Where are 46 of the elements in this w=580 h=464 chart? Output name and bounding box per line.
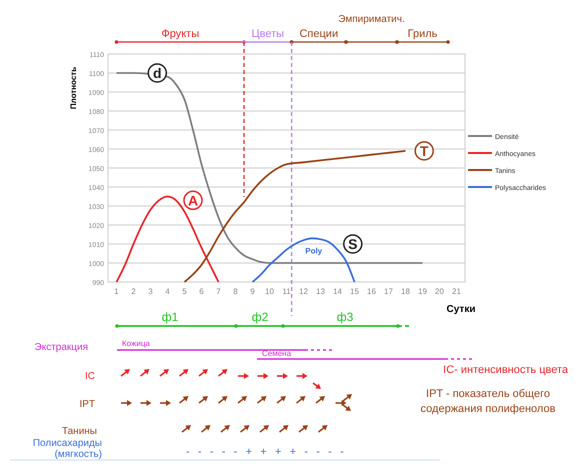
text: ф1 <box>162 310 179 324</box>
text: Гриль <box>408 28 438 40</box>
x-tick-label: 20 <box>435 287 444 296</box>
x-tick-label: 15 <box>350 287 360 296</box>
x-tick-label: 2 <box>131 287 136 296</box>
x-tick-label: 4 <box>165 287 170 296</box>
x-tick-label: 13 <box>316 287 326 296</box>
x-tick-label: 6 <box>199 287 204 296</box>
annotation: d <box>153 65 162 81</box>
text: Кожица <box>122 339 150 348</box>
x-tick-label: 14 <box>333 287 342 296</box>
x-tick-label: 17 <box>384 287 394 296</box>
text: IC <box>85 371 95 382</box>
text: IC- интенсивность цвета <box>443 364 569 376</box>
text: - - - - - + + + + - - - - <box>186 446 346 458</box>
x-tick-label: 11 <box>282 287 292 296</box>
x-tick-label: 8 <box>233 287 238 296</box>
text: Эмпириматич. <box>338 14 405 25</box>
text: Полисахариды (мягкость) <box>32 438 102 460</box>
x-axis-title: Сутки <box>446 304 476 315</box>
x-tick-label: 21 <box>452 287 462 296</box>
annotation: T <box>420 142 429 159</box>
annotation: Poly <box>305 246 323 256</box>
text: Экстракция <box>34 342 88 353</box>
text: ф2 <box>252 310 269 324</box>
x-tick-label: 1 <box>114 287 120 296</box>
x-tick-label: 5 <box>182 287 188 296</box>
y-axis-title: Плотность <box>69 66 78 110</box>
x-tick-label: 16 <box>367 287 376 296</box>
text: Специи <box>299 28 338 40</box>
text: Семена <box>262 349 292 358</box>
x-tick-label: 19 <box>418 287 428 296</box>
x-tick-label: 3 <box>148 287 154 296</box>
x-tick-label: 7 <box>216 287 222 296</box>
text: Танины <box>62 426 97 437</box>
text: IPT - показатель общего содержания полифенолов <box>420 388 556 415</box>
annotation: S <box>348 236 358 252</box>
x-tick-label: 18 <box>401 287 410 296</box>
text: ф3 <box>336 310 354 324</box>
annotation: A <box>188 192 198 208</box>
x-tick-label: 12 <box>299 287 308 296</box>
text: Цветы <box>252 28 284 40</box>
text: Фрукты <box>161 28 200 40</box>
x-tick-label: 10 <box>265 287 274 296</box>
text: IPT <box>79 399 95 410</box>
x-tick-label: 9 <box>250 287 256 296</box>
